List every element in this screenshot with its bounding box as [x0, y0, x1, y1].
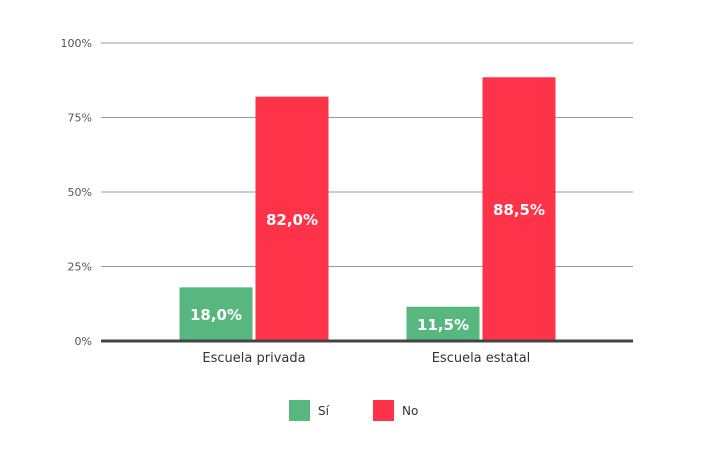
legend-swatch	[289, 400, 310, 421]
bar	[179, 287, 253, 341]
bar	[255, 96, 329, 341]
x-tick-label: Escuela estatal	[432, 351, 531, 366]
legend-label: No	[402, 404, 418, 418]
y-tick-label: 50%	[68, 186, 92, 199]
data-label: 88,5%	[493, 201, 545, 219]
x-tick-label: Escuela privada	[202, 351, 305, 366]
legend-label: Sí	[318, 404, 330, 418]
data-label: 11,5%	[417, 316, 469, 334]
data-label: 18,0%	[190, 306, 242, 324]
bar	[406, 306, 480, 341]
y-tick-label: 75%	[68, 112, 92, 125]
bar	[482, 77, 556, 342]
y-tick-label: 0%	[75, 335, 92, 348]
data-label: 82,0%	[266, 211, 318, 229]
legend-swatch	[373, 400, 394, 421]
y-tick-label: 25%	[68, 261, 92, 274]
y-tick-label: 100%	[61, 37, 92, 50]
